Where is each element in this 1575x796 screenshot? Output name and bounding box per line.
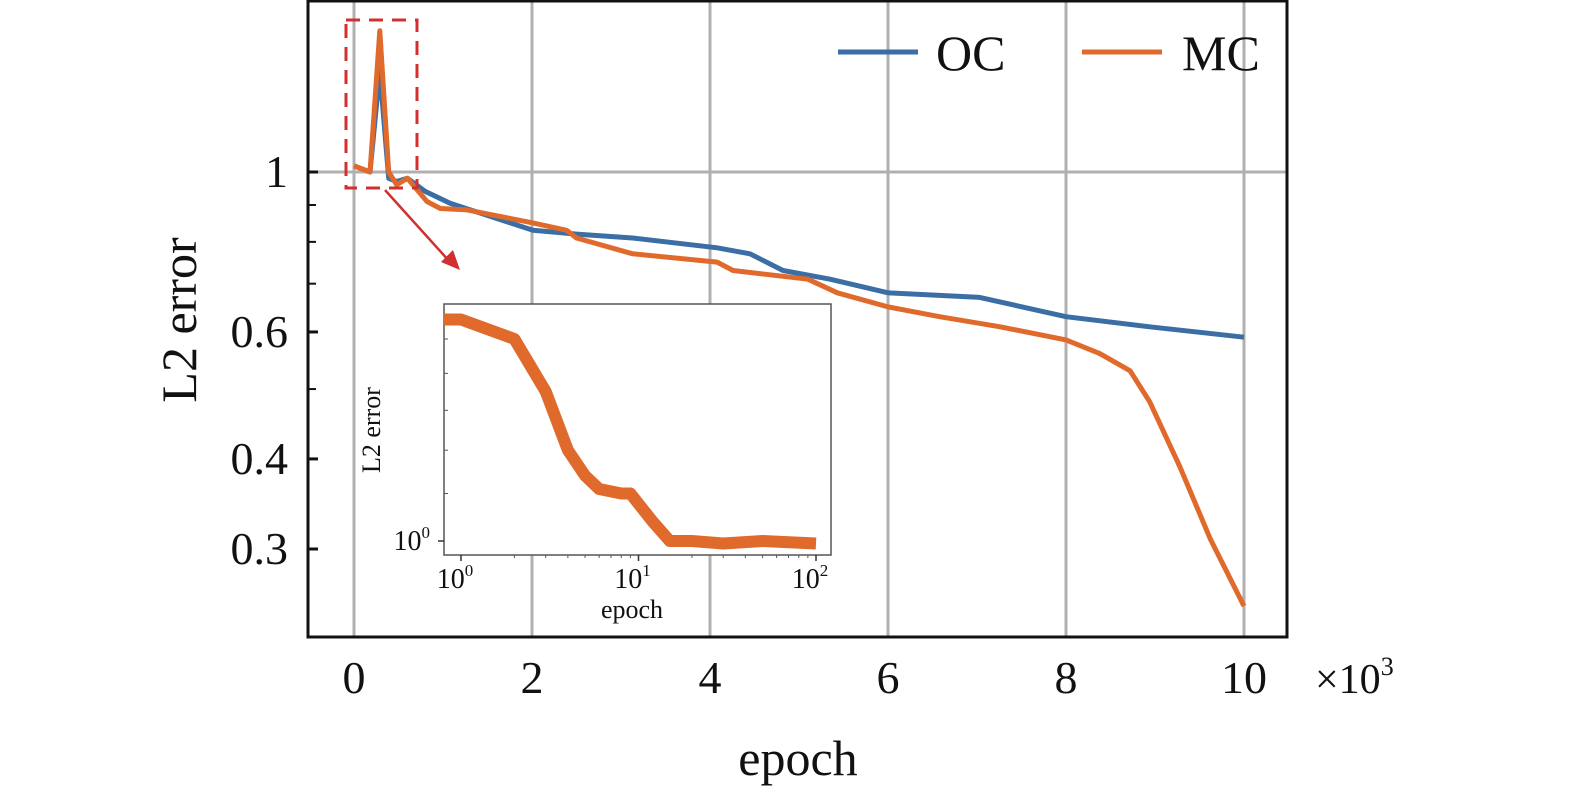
- inset-x-tick-base: 10: [437, 564, 465, 595]
- x-tick-label: 4: [699, 652, 722, 703]
- inset-x-tick-exponent: 0: [465, 561, 474, 580]
- inset-x-tick-base: 10: [614, 564, 642, 595]
- zoom-arrow-head: [441, 250, 460, 270]
- x-tick-label: 2: [521, 652, 544, 703]
- series-line-mc: [353, 28, 1247, 608]
- inset-x-tick-base: 10: [792, 564, 820, 595]
- inset-background: [443, 303, 832, 556]
- x-multiplier-base: ×10: [1315, 657, 1381, 703]
- x-multiplier-exponent: 3: [1381, 652, 1394, 681]
- y-tick-label: 0.6: [231, 306, 289, 357]
- y-axis-label: L2 error: [151, 237, 207, 403]
- zoom-box: [344, 18, 419, 190]
- main-series: [353, 28, 1247, 608]
- x-tick-label: 0: [343, 652, 366, 703]
- inset-x-tick-label: 100: [437, 561, 474, 595]
- y-tick-label: 0.3: [231, 523, 289, 574]
- x-axis-label: epoch: [738, 730, 857, 786]
- legend-label-oc: OC: [936, 25, 1005, 81]
- inset-x-tick-label: 102: [792, 561, 829, 595]
- inset-y-axis-label: L2 error: [357, 387, 386, 473]
- inset-x-tick-exponent: 2: [820, 561, 829, 580]
- x-tick-label: 10: [1221, 652, 1267, 703]
- legend: OC MC: [838, 25, 1260, 81]
- x-tick-label: 8: [1055, 652, 1078, 703]
- inset-y-tick-label: 100: [394, 523, 431, 557]
- y-tick-label: 1: [265, 146, 288, 197]
- zoom-annotation: [344, 18, 460, 270]
- inset-series-line: [443, 313, 817, 550]
- x-tick-label: 6: [877, 652, 900, 703]
- inset-x-tick-label: 101: [614, 561, 651, 595]
- inset-y-tick-base: 10: [394, 526, 422, 557]
- y-tick-label: 0.4: [231, 433, 289, 484]
- inset-x-tick-exponent: 1: [642, 561, 651, 580]
- inset-series: [443, 313, 817, 550]
- inset-x-axis-label: epoch: [601, 595, 663, 624]
- legend-label-mc: MC: [1182, 25, 1260, 81]
- main-plot-frame: [306, 0, 1289, 639]
- series-line-oc: [353, 68, 1245, 340]
- inset-y-tick-exponent: 0: [422, 523, 431, 542]
- zoom-arrow-line: [384, 189, 451, 263]
- x-multiplier: ×103: [1315, 652, 1394, 703]
